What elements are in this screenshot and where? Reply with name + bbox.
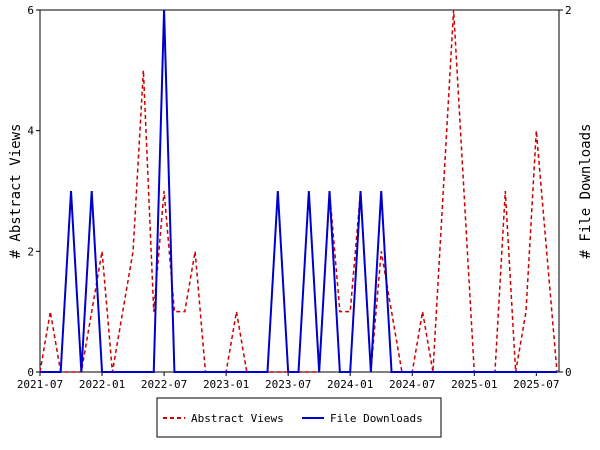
x-tick-label: 2023-07	[265, 378, 311, 391]
x-tick-label: 2022-01	[79, 378, 125, 391]
y2-axis-label: # File Downloads	[578, 124, 594, 259]
x-tick-label: 2025-01	[451, 378, 497, 391]
plot-frame	[39, 9, 560, 373]
y-tick-label: 2	[27, 245, 34, 258]
y2-tick-label: 0	[565, 366, 572, 379]
y-tick-label: 4	[27, 125, 34, 138]
y-axis-label: # Abstract Views	[8, 124, 24, 259]
x-tick-label: 2023-01	[203, 378, 249, 391]
x-tick-label: 2022-07	[141, 378, 187, 391]
legend-box	[156, 397, 442, 438]
series-line	[40, 9, 557, 373]
legend-label: File Downloads	[330, 412, 423, 425]
y-tick-label: 6	[27, 4, 34, 17]
x-tick-label: 2024-01	[327, 378, 373, 391]
x-tick-label: 2021-07	[17, 378, 63, 391]
legend-label: Abstract Views	[191, 412, 284, 425]
x-tick-label: 2024-07	[389, 378, 435, 391]
x-tick-label: 2025-07	[513, 378, 559, 391]
y-tick-label: 0	[27, 366, 34, 379]
y2-tick-label: 2	[565, 4, 572, 17]
series-line	[39, 9, 558, 373]
